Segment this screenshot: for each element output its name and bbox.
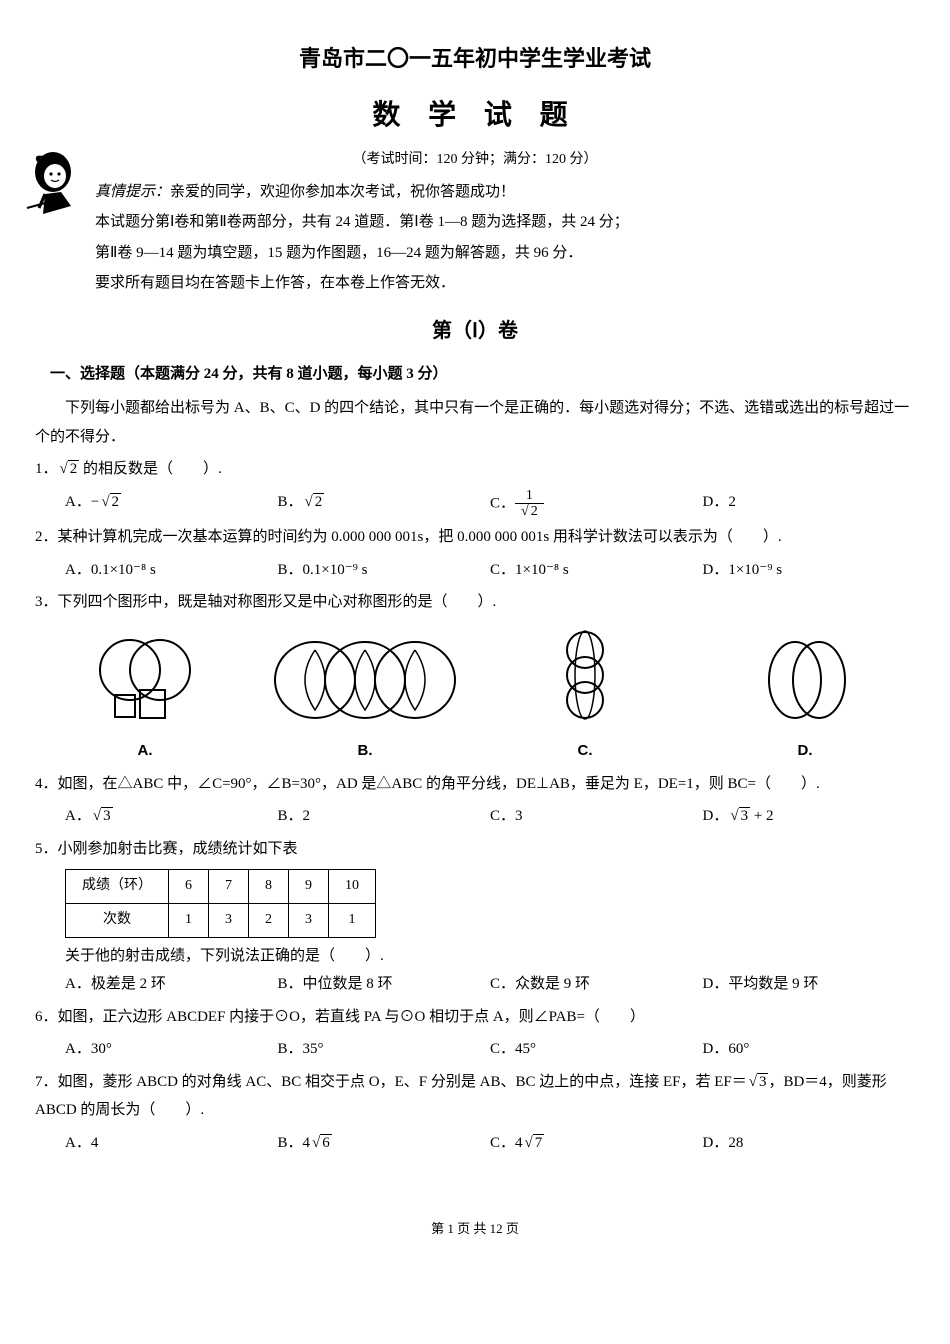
q1-stem-post: 的相反数是（ ）. [79, 461, 222, 477]
q2-optA: A．0.1×10⁻⁸ s [65, 556, 278, 585]
q5-v5: 1 [329, 903, 376, 937]
q6-stem: 6．如图，正六边形 ABCDEF 内接于⊙O，若直线 PA 与⊙O 相切于点 A… [35, 1003, 915, 1032]
q5-v4: 3 [289, 903, 329, 937]
q7-optB: B．46 [278, 1129, 491, 1158]
q5-stem: 5．小刚参加射击比赛，成绩统计如下表 [35, 835, 915, 864]
q2-stem: 2．某种计算机完成一次基本运算的时间约为 0.000 000 001s，把 0.… [35, 523, 915, 552]
city-title: 青岛市二〇一五年初中学生学业考试 [35, 38, 915, 80]
q7-optA: A．4 [65, 1129, 278, 1158]
exam-info: （考试时间：120 分钟；满分：120 分） [35, 147, 915, 174]
q5-optC: C．众数是 9 环 [490, 970, 703, 999]
cartoon-girl-icon [25, 148, 85, 218]
q3-shapeD: D. [695, 635, 915, 766]
q5-sub: 关于他的射击成绩，下列说法正确的是（ ）. [65, 942, 915, 971]
hint-text: 亲爱的同学，欢迎你参加本次考试，祝你答题成功！ [170, 184, 515, 200]
q6-opts: A．30° B．35° C．45° D．60° [65, 1035, 915, 1064]
q5-opts: A．极差是 2 环 B．中位数是 8 环 C．众数是 9 环 D．平均数是 9 … [65, 970, 915, 999]
q5-th-score: 成绩（环） [66, 870, 169, 904]
q3-stem: 3．下列四个图形中，既是轴对称图形又是中心对称图形的是（ ）. [35, 588, 915, 617]
q5-c2: 7 [209, 870, 249, 904]
q6-optB: B．35° [278, 1035, 491, 1064]
q5-c4: 9 [289, 870, 329, 904]
q3-shapeB: B. [255, 635, 475, 766]
subject-title: 数 学 试 题 [35, 88, 915, 141]
q1-optC: C．12 [490, 488, 703, 520]
intro-line3: 要求所有题目均在答题卡上作答，在本卷上作答无效． [95, 269, 915, 298]
q4-optB: B．2 [278, 802, 491, 831]
intro-line2: 第Ⅱ卷 9—14 题为填空题，15 题为作图题，16—24 题为解答题，共 96… [95, 239, 915, 268]
section1-heading: 一、选择题（本题满分 24 分，共有 8 道小题，每小题 3 分） [35, 360, 915, 389]
q5-c5: 10 [329, 870, 376, 904]
q1: 1．2 的相反数是（ ）. [35, 455, 915, 484]
q1-opts: A．−2 B．2 C．12 D．2 [65, 488, 915, 520]
q3-capA: A. [35, 737, 255, 766]
q6-optC: C．45° [490, 1035, 703, 1064]
q7: 7．如图，菱形 ABCD 的对角线 AC、BC 相交于点 O，E、F 分别是 A… [35, 1068, 915, 1125]
q3-shapes: A. B. C. D. [35, 625, 915, 766]
q5-optA: A．极差是 2 环 [65, 970, 278, 999]
q5-c1: 6 [169, 870, 209, 904]
q5-optB: B．中位数是 8 环 [278, 970, 491, 999]
q5-v3: 2 [249, 903, 289, 937]
sqrt3: 3 [747, 1068, 769, 1097]
part1-title: 第（Ⅰ）卷 [35, 312, 915, 350]
section1-instr: 下列每小题都给出标号为 A、B、C、D 的四个结论，其中只有一个是正确的．每小题… [35, 394, 915, 451]
q3-capC: C. [475, 737, 695, 766]
q1-optD: D．2 [703, 488, 916, 520]
q2-optC: C．1×10⁻⁸ s [490, 556, 703, 585]
q2-optB: B．0.1×10⁻⁹ s [278, 556, 491, 585]
q3-shapeC: C. [475, 625, 695, 766]
q6-optA: A．30° [65, 1035, 278, 1064]
hint-label: 真情提示： [95, 184, 170, 200]
q4-opts: A．3 B．2 C．3 D．3 + 2 [65, 802, 915, 831]
q1-stem-pre: 1． [35, 461, 58, 477]
q5-table: 成绩（环） 6 7 8 9 10 次数 1 3 2 3 1 [65, 869, 376, 937]
q1-optA: A．−2 [65, 488, 278, 520]
sqrt2: 2 [58, 455, 80, 484]
q5-th-count: 次数 [66, 903, 169, 937]
q3-shapeA: A. [35, 635, 255, 766]
page-footer: 第 1 页 共 12 页 [35, 1217, 915, 1242]
q4-optA: A．3 [65, 802, 278, 831]
q5-v2: 3 [209, 903, 249, 937]
q1-optB: B．2 [278, 488, 491, 520]
q4-stem: 4．如图，在△ABC 中，∠C=90°，∠B=30°，AD 是△ABC 的角平分… [35, 770, 915, 799]
intro-block: 真情提示：亲爱的同学，欢迎你参加本次考试，祝你答题成功！ 本试题分第Ⅰ卷和第Ⅱ卷… [35, 178, 915, 298]
intro-line1: 本试题分第Ⅰ卷和第Ⅱ卷两部分，共有 24 道题．第Ⅰ卷 1—8 题为选择题，共 … [95, 208, 915, 237]
q6-optD: D．60° [703, 1035, 916, 1064]
q7-opts: A．4 B．46 C．47 D．28 [65, 1129, 915, 1158]
q7-optC: C．47 [490, 1129, 703, 1158]
q7-optD: D．28 [703, 1129, 916, 1158]
q3-capD: D. [695, 737, 915, 766]
hint-line: 真情提示：亲爱的同学，欢迎你参加本次考试，祝你答题成功！ [95, 178, 915, 207]
q5-c3: 8 [249, 870, 289, 904]
q4-optC: C．3 [490, 802, 703, 831]
q4-optD: D．3 + 2 [703, 802, 916, 831]
q2-opts: A．0.1×10⁻⁸ s B．0.1×10⁻⁹ s C．1×10⁻⁸ s D．1… [65, 556, 915, 585]
q5-v1: 1 [169, 903, 209, 937]
q3-capB: B. [255, 737, 475, 766]
q2-optD: D．1×10⁻⁹ s [703, 556, 916, 585]
q5-optD: D．平均数是 9 环 [703, 970, 916, 999]
q7-stem-pre: 7．如图，菱形 ABCD 的对角线 AC、BC 相交于点 O，E、F 分别是 A… [35, 1074, 747, 1090]
